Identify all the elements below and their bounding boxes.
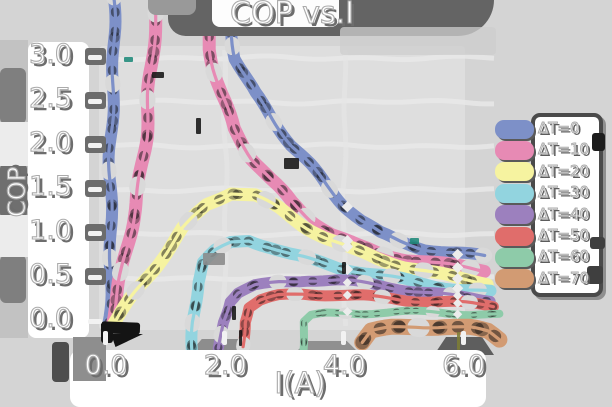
x-band-gray-notch [73, 337, 106, 381]
legend-swatch-ΔT=70 [495, 269, 534, 289]
ink-blotch [203, 253, 225, 265]
y-tick-mark [88, 99, 102, 104]
stroke-knot [341, 234, 354, 247]
series-core [189, 239, 493, 352]
series-core [360, 325, 501, 345]
stroke-knot [451, 282, 464, 294]
legend-shadow-blob [592, 133, 605, 151]
x-tick-label: 6.0 [442, 350, 486, 381]
legend-label-ΔT=20: ΔT=20 [538, 161, 590, 180]
legend-swatch-ΔT=20 [495, 162, 534, 182]
stroke-knot [342, 277, 352, 288]
x-tick-label: 4.0 [322, 350, 366, 381]
plot-top-soft-shadow [340, 27, 496, 55]
stroke-knot [342, 307, 352, 317]
y-tick-label: 2.0 [28, 127, 72, 158]
y-tick-mark [88, 319, 102, 324]
x-tick-label: 0.0 [84, 350, 128, 381]
ink-blotch [457, 332, 460, 350]
ink-blotch [342, 262, 346, 274]
x-tick-label: 2.0 [203, 350, 247, 381]
y-tick-mark [88, 275, 102, 280]
legend-shadow-blob [587, 266, 603, 284]
gridline-y [101, 53, 495, 63]
legend-shadow-blob [590, 237, 605, 249]
series-core [301, 309, 501, 355]
stroke-knot [453, 309, 463, 319]
series-core [216, 278, 492, 350]
ink-blotch [410, 238, 419, 244]
legend-swatch-ΔT=0 [495, 119, 534, 139]
series-core [106, 0, 487, 326]
ink-blotch [124, 57, 133, 62]
ink-blotch [232, 306, 236, 320]
y-tick-mark [88, 187, 102, 192]
legend-label-ΔT=10: ΔT=10 [538, 140, 590, 159]
legend-label-ΔT=50: ΔT=50 [538, 226, 590, 245]
left-shadow-blob [0, 68, 26, 124]
y-tick-label: 0.0 [28, 303, 72, 334]
legend-swatch-ΔT=40 [495, 205, 534, 225]
legend-label-ΔT=60: ΔT=60 [538, 247, 590, 266]
legend-label-ΔT=40: ΔT=40 [538, 204, 590, 223]
y-tick-mark [88, 231, 102, 236]
stroke-knot [341, 201, 354, 213]
legend-label-ΔT=30: ΔT=30 [538, 183, 590, 202]
x-tick-band [70, 350, 486, 407]
x-tick-mark [341, 331, 347, 345]
y-tick-label: 0.5 [28, 259, 72, 290]
ink-blotch [284, 158, 299, 169]
legend-swatch-ΔT=30 [495, 183, 534, 203]
gridline-y [101, 229, 495, 239]
left-shadow-blob [0, 163, 27, 219]
chart-title: COP vs.I [229, 0, 354, 31]
x-axis-label: I(A) [274, 366, 326, 400]
x-tick-mark [222, 331, 228, 345]
ink-blotch [239, 330, 242, 346]
y-tick-label: 1.0 [28, 215, 72, 246]
left-shadow-blob [0, 255, 26, 303]
stroke-knot [451, 273, 464, 285]
stroke-knot [342, 290, 352, 300]
y-tick-label: 3.0 [28, 39, 72, 70]
legend-swatch-ΔT=60 [495, 247, 534, 267]
y-tick-mark [88, 143, 102, 148]
title-shadow-blob [148, 0, 196, 15]
x-tick-mark [103, 331, 108, 345]
stroke-knot [453, 298, 463, 308]
stroke-knot [451, 248, 464, 261]
legend-swatch-ΔT=10 [495, 140, 534, 160]
y-tick-label: 1.5 [28, 171, 72, 202]
ink-blotch [152, 72, 164, 78]
gridline-y [101, 185, 495, 195]
x-tick-shadow [52, 342, 69, 382]
gridline-y [101, 97, 494, 107]
title-band [212, 0, 339, 27]
stroke-knot [453, 291, 463, 301]
legend-swatch-ΔT=50 [495, 226, 534, 246]
ink-blotch [196, 118, 201, 134]
stroke-knot [341, 240, 354, 253]
legend-label-ΔT=70: ΔT=70 [538, 268, 590, 287]
legend-label-ΔT=0: ΔT=0 [538, 119, 580, 138]
left-white-patch [0, 215, 28, 257]
left-white-patch [0, 122, 28, 166]
stroke-knot [451, 261, 464, 274]
series-core [112, 192, 489, 326]
y-tick-band [28, 42, 89, 338]
y-tick-mark [88, 55, 102, 60]
y-tick-label: 2.5 [28, 83, 72, 114]
x-tick-mark [460, 331, 466, 345]
